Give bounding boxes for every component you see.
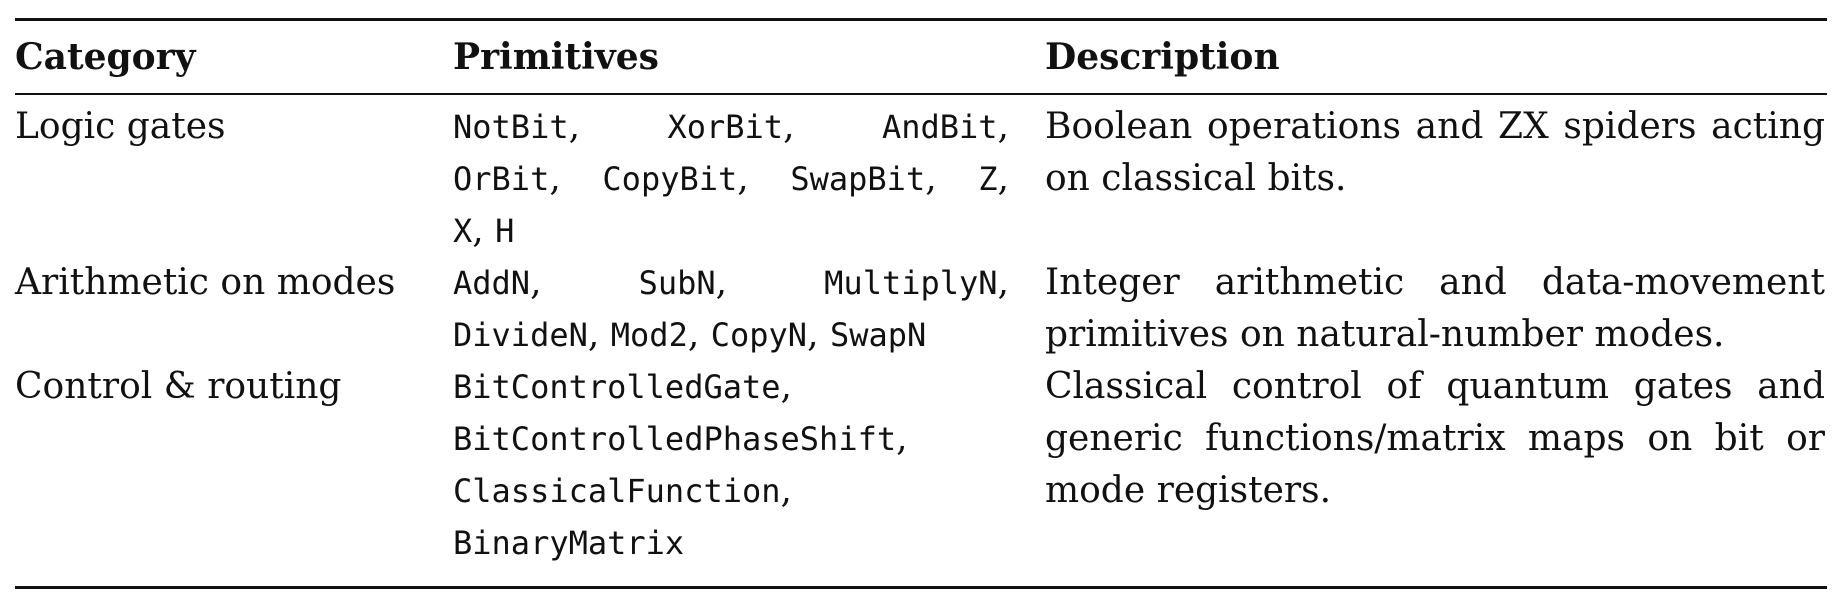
description-line: Integer arithmetic and data-movement — [1045, 261, 1825, 303]
primitive-name: SwapBit — [790, 159, 926, 198]
description-line: generic functions/matrix maps on bit or — [1045, 417, 1825, 459]
table-bottom-rule — [15, 586, 1827, 589]
primitives-line: DivideN, Mod2, CopyN, SwapN — [453, 313, 927, 355]
cell-description: Integer arithmetic and data-movement pri… — [1045, 257, 1827, 361]
table-row-arithmetic: Arithmetic on modes AddN, SubN, Multiply… — [15, 257, 1827, 361]
table-row-control-routing: Control & routing BitControlledGate, Bit… — [15, 361, 1827, 569]
primitive-name: AddN — [453, 263, 531, 302]
primitive-name: SwapN — [829, 315, 927, 354]
primitives-line: NotBit, XorBit, AndBit, — [453, 105, 1009, 147]
cell-category: Control & routing — [15, 365, 342, 407]
description-line: primitives on natural-number modes. — [1045, 313, 1725, 355]
table-top-rule — [15, 18, 1827, 21]
cell-primitives: BitControlledGate, BitControlledPhaseShi… — [453, 361, 1009, 569]
primitive-name: BitControlledPhaseShift — [453, 419, 897, 458]
primitive-name: X — [453, 211, 473, 250]
table-header-rule — [15, 93, 1827, 95]
header-category: Category — [15, 36, 196, 78]
primitive-name: BitControlledGate — [453, 367, 781, 406]
header-description: Description — [1045, 36, 1280, 78]
primitive-name: DivideN — [453, 315, 588, 354]
primitives-table: Category Primitives Description Logic ga… — [15, 18, 1827, 569]
primitive-name: MultiplyN — [824, 263, 998, 302]
description-line: on classical bits. — [1045, 157, 1347, 199]
primitive-name: ClassicalFunction — [453, 471, 781, 510]
primitives-line: AddN, SubN, MultiplyN, — [453, 261, 1009, 303]
primitives-line: BinaryMatrix — [453, 517, 1009, 569]
primitive-name: SubN — [638, 263, 716, 302]
primitive-name: H — [495, 211, 515, 250]
primitive-name: NotBit — [453, 107, 569, 146]
primitive-name: AndBit — [881, 107, 998, 146]
primitive-name: OrBit — [453, 159, 550, 198]
table-row-logic-gates: Logic gates NotBit, XorBit, AndBit, OrBi… — [15, 95, 1827, 257]
cell-description: Classical control of quantum gates and g… — [1045, 361, 1827, 569]
primitive-name: CopyBit — [602, 159, 738, 198]
primitive-name: Mod2 — [610, 315, 688, 354]
primitives-line: BitControlledGate, — [453, 365, 792, 407]
cell-category: Logic gates — [15, 105, 226, 147]
table-header-row: Category Primitives Description — [15, 21, 1827, 93]
header-primitives: Primitives — [453, 36, 659, 78]
description-line: Classical control of quantum gates and — [1045, 365, 1825, 407]
description-line: mode registers. — [1045, 469, 1332, 511]
cell-primitives: NotBit, XorBit, AndBit, OrBit, CopyBit, … — [453, 101, 1009, 257]
cell-category: Arithmetic on modes — [15, 261, 396, 303]
primitive-name: Z — [978, 159, 998, 198]
cell-description: Boolean operations and ZX spiders acting… — [1045, 101, 1827, 257]
primitives-line: ClassicalFunction, — [453, 469, 792, 511]
primitives-line: X, H — [453, 209, 515, 251]
description-line: Boolean operations and ZX spiders acting — [1045, 105, 1825, 147]
primitive-name: XorBit — [667, 107, 784, 146]
primitive-name: CopyN — [710, 315, 808, 354]
cell-primitives: AddN, SubN, MultiplyN, DivideN, Mod2, Co… — [453, 257, 1009, 361]
primitives-line: BitControlledPhaseShift, — [453, 417, 908, 459]
primitives-line: OrBit, CopyBit, SwapBit, Z, — [453, 157, 1009, 199]
primitive-name: BinaryMatrix — [453, 523, 685, 562]
